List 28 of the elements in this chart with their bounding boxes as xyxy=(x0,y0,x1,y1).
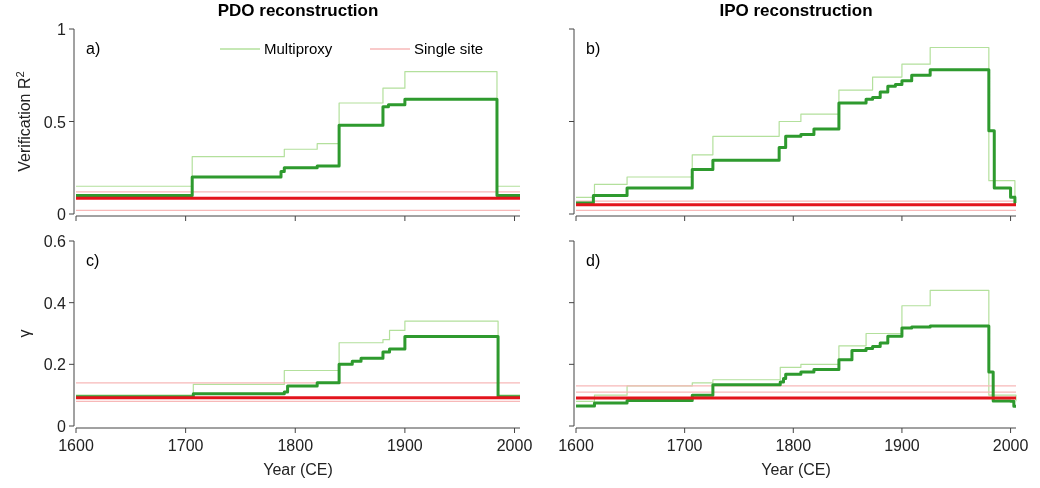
annotation: d) xyxy=(586,252,601,269)
y-tick-label: 0.2 xyxy=(43,356,67,374)
x-tick-label: 1600 xyxy=(58,437,94,454)
y-tick-label: 0.6 xyxy=(43,233,67,250)
y-tick-label: 0 xyxy=(57,206,67,223)
y-tick-label: 1 xyxy=(57,21,67,38)
y-axis-title: γ xyxy=(16,329,33,338)
y-tick-label: 0 xyxy=(57,418,67,435)
y-tick-label: 0.4 xyxy=(43,294,67,312)
annotation: a) xyxy=(86,40,101,57)
x-axis-title: Year (CE) xyxy=(761,461,831,478)
y-tick-label: 0.5 xyxy=(43,113,67,131)
x-tick-label: 1700 xyxy=(167,437,204,454)
x-tick-label: 1600 xyxy=(558,437,594,454)
x-tick-label: 1700 xyxy=(666,437,703,454)
x-tick-label: 1800 xyxy=(277,437,314,454)
chart-title: PDO reconstruction xyxy=(217,1,379,20)
x-tick-label: 2000 xyxy=(496,437,533,454)
legend-label: Single site xyxy=(414,40,484,57)
annotation: b) xyxy=(586,40,601,57)
chart-title: IPO reconstruction xyxy=(719,1,873,20)
x-tick-label: 1900 xyxy=(884,437,920,454)
annotation: c) xyxy=(86,252,100,269)
x-tick-label: 1900 xyxy=(387,437,423,454)
legend-label: Multiproxy xyxy=(264,40,333,57)
x-tick-label: 2000 xyxy=(992,437,1029,454)
x-tick-label: 1800 xyxy=(775,437,812,454)
x-axis-title: Year (CE) xyxy=(263,461,333,478)
